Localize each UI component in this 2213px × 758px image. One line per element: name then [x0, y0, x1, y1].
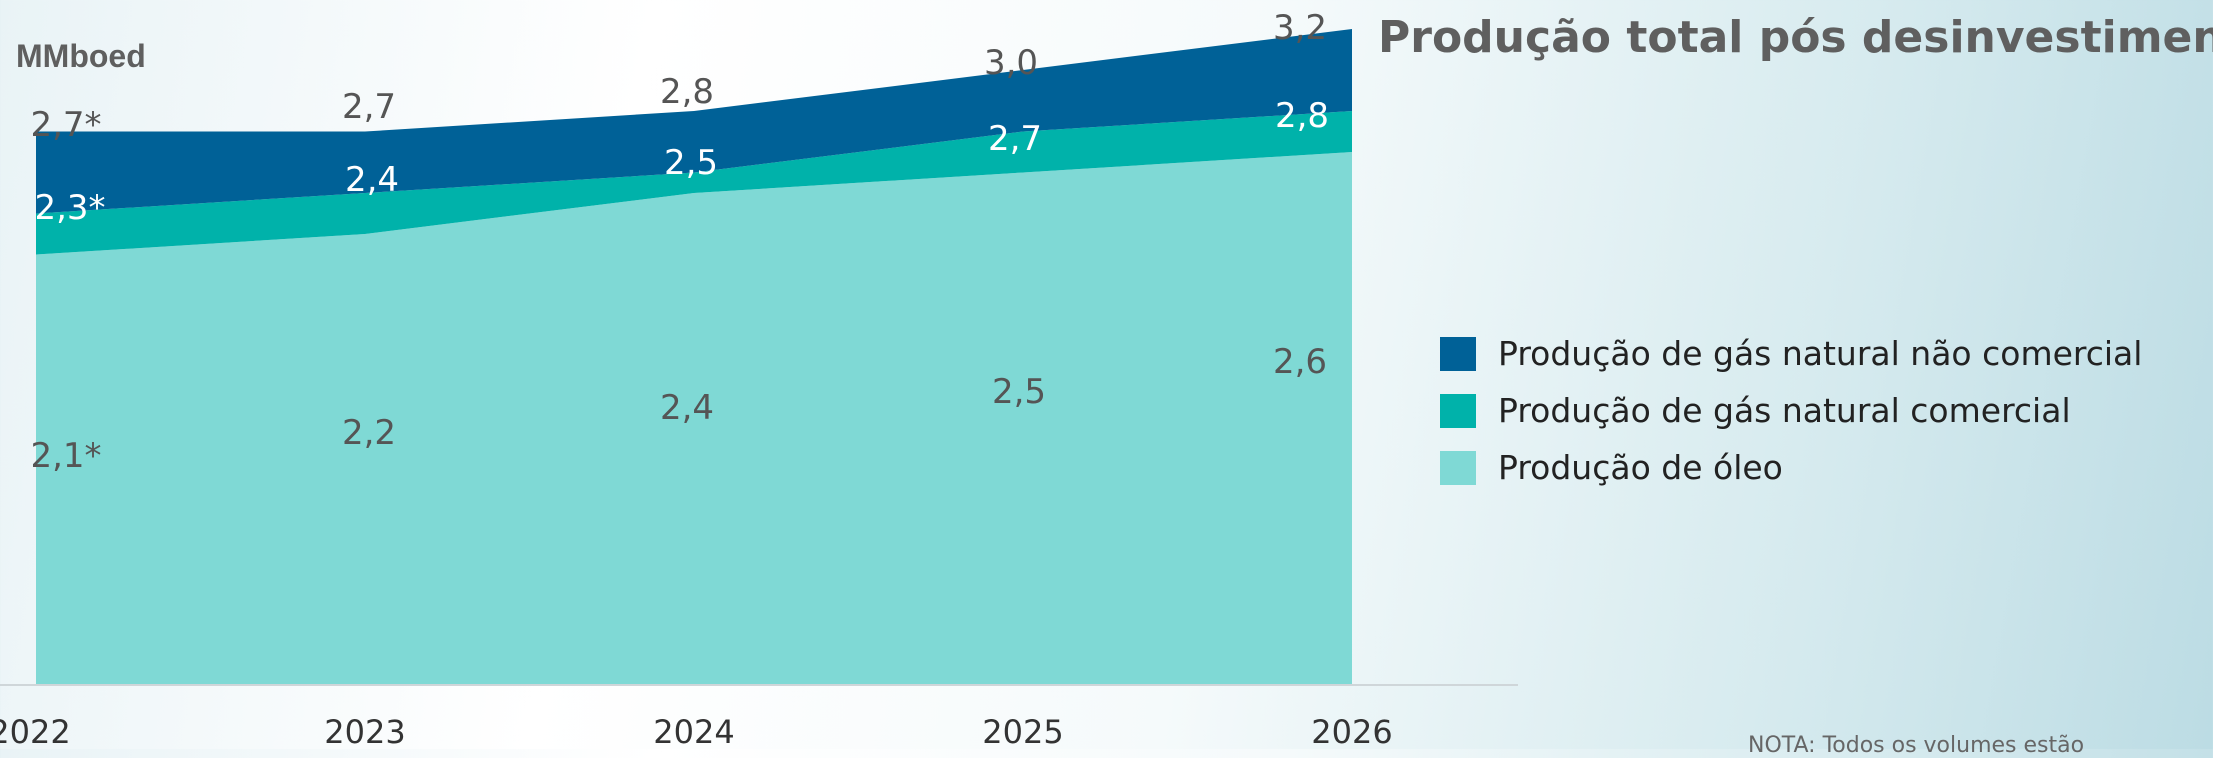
non-commercial-gas-area: [36, 29, 1352, 214]
legend-label-oil: Produção de óleo: [1498, 448, 1783, 487]
legend-item-non-commercial-gas: Produção de gás natural não comercial: [1440, 325, 2142, 382]
commercial-gas-value-label-2022: 2,3*: [34, 188, 105, 228]
commercial-gas-area: [36, 111, 1352, 255]
commercial-gas-value-label-2024: 2,5: [664, 143, 718, 183]
footnote: NOTA: Todos os volumes estão: [1748, 733, 2085, 758]
commercial-gas-value-label-2025: 2,7: [988, 119, 1042, 159]
commercial-gas-value-label-2026: 2,8: [1275, 96, 1329, 136]
oil-area: [36, 152, 1352, 685]
oil-value-label-2025: 2,5: [992, 372, 1046, 412]
legend-label-commercial-gas: Produção de gás natural comercial: [1498, 391, 2071, 430]
oil-value-label-2023: 2,2: [342, 413, 396, 453]
non-commercial-gas-value-label-2023: 2,7: [342, 87, 396, 127]
chart-title: Produção total pós desinvestimentos: [1378, 12, 2213, 63]
non-commercial-gas-value-label-2025: 3,0: [984, 43, 1038, 83]
legend-swatch-commercial-gas: [1440, 393, 1476, 428]
legend-item-commercial-gas: Produção de gás natural comercial: [1440, 382, 2142, 439]
legend-swatch-non-commercial-gas: [1440, 336, 1476, 371]
non-commercial-gas-value-label-2026: 3,2: [1273, 8, 1327, 48]
non-commercial-gas-value-label-2022: 2,7*: [30, 105, 101, 145]
x-tick-label-2025: 2025: [982, 713, 1063, 749]
oil-value-label-2024: 2,4: [660, 388, 714, 428]
x-tick-label-2026: 2026: [1311, 713, 1392, 749]
area-chart: 2022 2023 2024 2025 2026 2,1* 2,2 2,4 2,5 2,6 2,3…: [0, 8, 1518, 749]
legend-item-oil: Produção de óleo: [1440, 439, 2142, 496]
oil-value-label-2026: 2,6: [1273, 342, 1327, 382]
areas-layer: [36, 29, 1352, 685]
legend: Produção de gás natural não comercial Pr…: [1440, 325, 2142, 496]
x-tick-label-2022: 2022: [0, 713, 71, 749]
x-tick-label-2024: 2024: [653, 713, 734, 749]
data-labels-layer: 2,1* 2,2 2,4 2,5 2,6 2,3* 2,4 2,5 2,7 2,8 2,7* 2,7 2…: [30, 8, 1329, 476]
non-commercial-gas-value-label-2024: 2,8: [660, 72, 714, 112]
legend-swatch-oil: [1440, 450, 1476, 485]
oil-value-label-2022: 2,1*: [30, 436, 101, 476]
commercial-gas-value-label-2023: 2,4: [345, 160, 399, 200]
unit-label: MMboed: [16, 38, 146, 74]
x-tick-label-2023: 2023: [324, 713, 405, 749]
axis-layer: 2022 2023 2024 2025 2026: [0, 684, 1518, 749]
legend-label-non-commercial-gas: Produção de gás natural não comercial: [1498, 334, 2143, 373]
